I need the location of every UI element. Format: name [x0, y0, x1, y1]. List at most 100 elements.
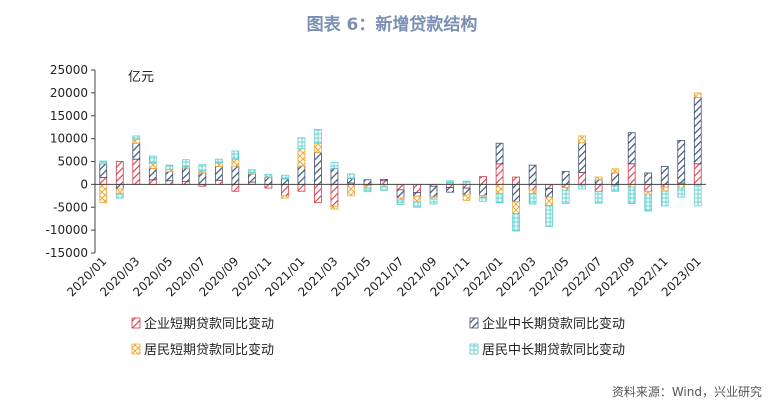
- bar-res-long-2020-07: [198, 164, 207, 172]
- bar-res-short-2020-08: [214, 162, 223, 167]
- bar-res-short-2022-01: [495, 183, 504, 194]
- bar-res-long-2021-05: [363, 187, 372, 193]
- legend-swatch-res-short: [131, 343, 141, 355]
- bar-corp-short-2020-08: [214, 179, 223, 185]
- bar-corp-long-2022-01: [495, 142, 504, 165]
- legend-swatch-corp-short: [131, 317, 141, 329]
- bar-corp-short-2020-09: [231, 183, 240, 192]
- bar-corp-long-2022-02: [512, 183, 520, 203]
- bar-res-long-2020-09: [231, 150, 240, 160]
- bar-corp-long-2021-06: [380, 178, 388, 182]
- bar-corp-long-2022-11: [660, 166, 669, 185]
- bar-corp-long-2022-09: [627, 132, 636, 165]
- bar-res-short-2020-12: [281, 195, 289, 199]
- bar-corp-long-2020-07: [198, 172, 207, 185]
- bar-res-long-2022-01: [495, 193, 504, 204]
- bar-corp-long-2020-10: [248, 173, 256, 183]
- y-tick-label: 5000: [57, 155, 88, 169]
- bar-res-short-2022-12: [677, 183, 686, 189]
- bar-res-short-2020-02: [115, 188, 124, 194]
- bar-res-long-2022-09: [627, 186, 636, 204]
- bar-corp-long-2021-08: [413, 192, 421, 197]
- bar-res-long-2022-06: [578, 183, 587, 190]
- bar-corp-long-2020-03: [132, 142, 141, 160]
- y-tick-label: 25000: [50, 63, 88, 77]
- bar-corp-short-2022-02: [512, 176, 520, 185]
- axis-layer: -15000 -10000 -5000 0 5000 10000 15000 20000 250…: [45, 63, 96, 260]
- chart-title: 图表 6：新增贷款结构: [306, 15, 478, 35]
- bar-corp-short-2022-10: [644, 183, 653, 193]
- legend-label-corp-long: 企业中长期贷款同比变动: [482, 316, 625, 332]
- bar-res-short-2021-11: [462, 194, 471, 201]
- bar-res-short-2021-01: [297, 148, 306, 167]
- y-tick-label: 15000: [50, 109, 88, 123]
- bar-corp-long-2021-11: [462, 187, 471, 196]
- bar-res-short-2020-04: [148, 162, 157, 169]
- bar-res-long-2021-07: [396, 199, 405, 205]
- y-tick-label: 20000: [50, 86, 88, 100]
- bar-res-long-2022-08: [611, 185, 620, 192]
- legend-swatch-corp-long: [469, 317, 479, 329]
- y-tick-label: 10000: [50, 132, 88, 146]
- source-note: 资料来源：Wind，兴业研究: [611, 385, 762, 399]
- bar-corp-short-2022-01: [495, 163, 504, 185]
- bar-res-long-2022-03: [528, 193, 537, 205]
- bar-res-long-2022-02: [512, 213, 520, 232]
- bar-res-long-2021-04: [347, 173, 355, 179]
- bar-corp-long-2021-09: [429, 185, 438, 198]
- bar-corp-long-2021-12: [479, 183, 487, 196]
- bar-corp-short-2023-01: [693, 163, 702, 185]
- bar-res-short-2022-04: [545, 196, 553, 206]
- bar-corp-long-2021-10: [446, 187, 454, 193]
- bar-res-long-2020-04: [148, 155, 157, 164]
- bar-res-long-2021-10: [446, 180, 454, 184]
- bar-corp-long-2020-06: [181, 167, 190, 183]
- bar-corp-short-2022-09: [627, 163, 636, 185]
- bar-corp-long-2022-07: [594, 179, 603, 185]
- bar-corp-short-2020-02: [115, 161, 124, 185]
- bar-corp-short-2020-05: [165, 180, 174, 185]
- legend-label-res-long: 居民中长期贷款同比变动: [482, 342, 625, 358]
- y-tick-label: -15000: [45, 246, 88, 260]
- bar-res-short-2022-08: [611, 168, 620, 174]
- bar-corp-long-2022-10: [644, 172, 653, 185]
- bar-corp-short-2021-12: [479, 176, 487, 185]
- bar-res-long-2021-03: [330, 162, 339, 169]
- bar-corp-long-2020-09: [231, 165, 240, 185]
- bar-res-long-2022-10: [644, 194, 653, 212]
- bar-corp-long-2022-05: [561, 171, 570, 185]
- y-tick-label: -10000: [45, 223, 88, 237]
- bar-corp-long-2020-04: [148, 167, 157, 181]
- bar-corp-long-2021-04: [347, 178, 355, 184]
- bar-corp-short-2020-12: [281, 183, 289, 197]
- bar-res-long-2022-05: [561, 189, 570, 204]
- bar-res-short-2020-03: [132, 139, 141, 144]
- legend-label-res-short: 居民短期贷款同比变动: [144, 342, 274, 358]
- bar-res-short-2021-02: [314, 142, 322, 153]
- bar-corp-long-2021-05: [363, 179, 372, 185]
- bar-res-long-2022-11: [660, 190, 669, 207]
- bar-corp-long-2020-05: [165, 171, 174, 182]
- bar-res-long-2021-02: [314, 129, 322, 144]
- bar-corp-short-2022-06: [578, 172, 587, 185]
- bar-res-long-2020-02: [115, 193, 124, 199]
- bar-res-long-2022-04: [545, 205, 553, 227]
- bar-corp-short-2021-03: [330, 183, 339, 207]
- bar-res-short-2021-08: [413, 195, 421, 203]
- bar-corp-short-2021-01: [297, 183, 306, 192]
- bar-res-long-2020-08: [214, 158, 223, 164]
- bar-corp-long-2022-08: [611, 172, 620, 185]
- bar-res-short-2021-03: [330, 205, 339, 210]
- bar-res-long-2022-12: [677, 187, 686, 198]
- bar-res-short-2022-05: [561, 187, 570, 191]
- y-tick-label: 0: [80, 177, 88, 191]
- bar-corp-long-2021-01: [297, 165, 306, 185]
- bar-corp-long-2022-03: [528, 164, 537, 185]
- bar-res-long-2020-06: [181, 159, 190, 167]
- bar-res-long-2022-07: [594, 191, 603, 204]
- bar-res-long-2020-05: [165, 164, 174, 170]
- bar-corp-long-2020-12: [281, 178, 289, 185]
- bar-res-short-2022-10: [644, 191, 653, 196]
